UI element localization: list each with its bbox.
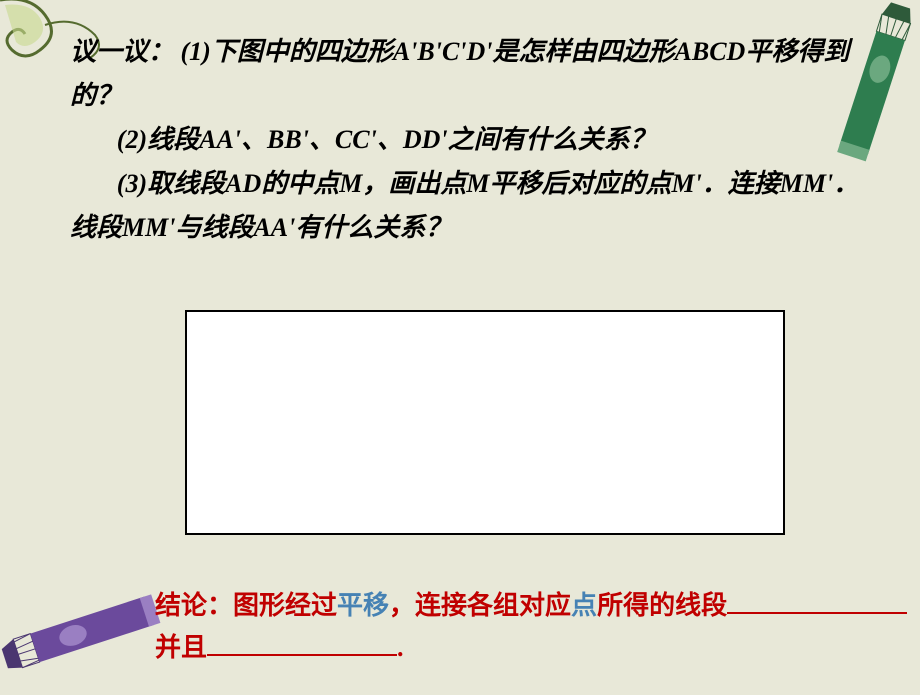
conclusion-pre: 结论：图形经过 [155,591,337,620]
svg-text:D': D' [189,310,210,317]
question-block: 议一议： (1)下图中的四边形A'B'C'D'是怎样由四边形ABCD平移得到的？… [70,30,880,250]
conclusion-steel2: 点 [571,591,597,620]
discuss-label: 议一议： [70,37,174,66]
question-3: (3)取线段AD的中点M，画出点M平移后对应的点M'．连接MM'．线段MM'与线… [70,169,859,242]
question-1: (1)下图中的四边形A'B'C'D'是怎样由四边形ABCD平移得到的？ [70,37,849,110]
translation-diagram: ABCDA'B'C'D' [185,310,785,535]
fill-blank-2[interactable] [207,654,397,656]
question-2: (2)线段AA'、BB'、CC'、DD'之间有什么关系？ [117,125,656,154]
crayon-bottom-left [0,585,175,695]
conclusion-end: . [397,633,404,662]
fill-blank-1[interactable] [727,612,907,614]
conclusion-mid5: 并且 [155,633,207,662]
conclusion-block: 结论：图形经过平移，连接各组对应点所得的线段并且. [155,585,920,669]
conclusion-mid4: 所得的线段 [597,591,727,620]
conclusion-steel1: 平移 [337,591,389,620]
conclusion-mid2: ，连接各组对应 [389,591,571,620]
